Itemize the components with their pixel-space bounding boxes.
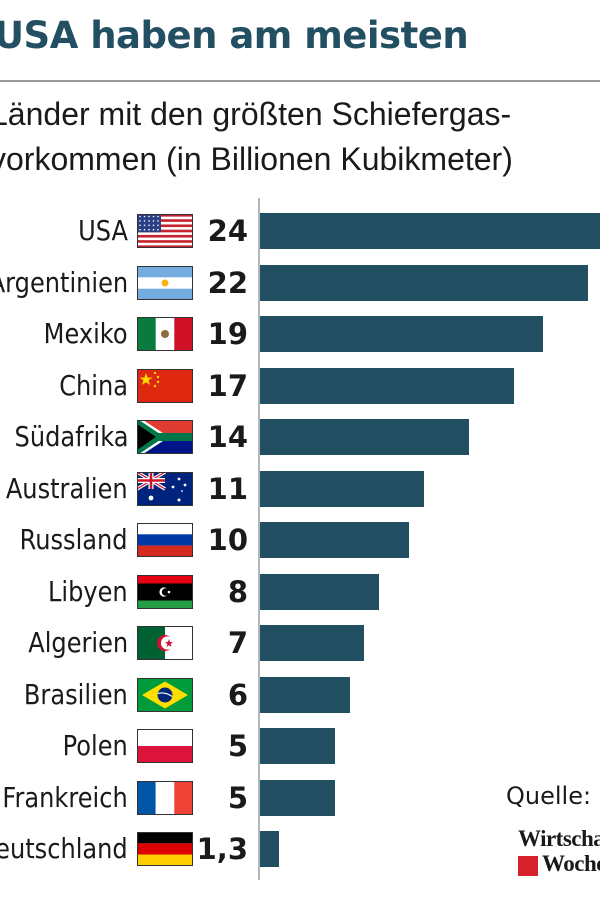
- country-label: Australien: [6, 471, 128, 505]
- country-label: Polen: [62, 729, 128, 762]
- source-note: Quelle: B: [506, 782, 600, 810]
- bar: [260, 728, 335, 764]
- data-label: 5: [227, 780, 248, 815]
- country-label: Frankreich: [2, 780, 128, 814]
- data-label: 10: [207, 523, 248, 557]
- bar: [260, 522, 409, 558]
- algeria-flag-icon: [137, 626, 193, 660]
- logo-red-square-icon: [518, 856, 538, 876]
- country-label: Mexiko: [44, 317, 128, 350]
- russia-flag-icon: [137, 523, 193, 557]
- data-label: 17: [207, 368, 248, 403]
- data-label: 8: [227, 574, 248, 609]
- country-label: USA: [78, 214, 128, 247]
- poland-flag-icon: [137, 729, 193, 763]
- chart-subtitle: Länder mit den größten Schiefergas- vork…: [0, 92, 513, 182]
- germany-flag-icon: [137, 832, 193, 866]
- data-label: 7: [227, 626, 248, 660]
- data-label: 19: [207, 317, 248, 351]
- data-label: 22: [207, 265, 248, 300]
- bar: [260, 264, 588, 301]
- data-label: 5: [227, 729, 248, 763]
- country-label: Deutschland: [0, 832, 128, 865]
- bar: [260, 625, 364, 661]
- country-label: Russland: [20, 523, 128, 556]
- brazil-flag-icon: [137, 677, 193, 712]
- subtitle-line-2: vorkommen (in Billionen Kubikmeter): [0, 141, 513, 177]
- france-flag-icon: [137, 780, 193, 815]
- country-label: Argentinien: [0, 265, 128, 299]
- country-label: Algerien: [28, 626, 128, 659]
- country-label: Brasilien: [24, 677, 128, 711]
- data-label: 1,3: [196, 832, 248, 866]
- logo-line-1: Wirtscha: [518, 826, 600, 851]
- data-label: 14: [207, 420, 248, 454]
- bar: [260, 367, 514, 404]
- argentina-flag-icon: [137, 265, 193, 300]
- subtitle-line-1: Länder mit den größten Schiefergas-: [0, 96, 512, 132]
- china-flag-icon: [137, 368, 193, 403]
- australia-flag-icon: [137, 471, 193, 506]
- publisher-logo: Wirtscha Woche: [518, 826, 600, 886]
- chart-title: USA haben am meisten: [0, 14, 469, 57]
- bar: [260, 573, 379, 610]
- bar: [260, 316, 543, 352]
- bar: [260, 419, 469, 455]
- data-label: 6: [227, 677, 248, 712]
- data-label: 11: [207, 471, 248, 506]
- data-label: 24: [207, 214, 248, 248]
- bar: [260, 213, 600, 249]
- us-flag-icon: [137, 214, 193, 248]
- country-label: Südafrika: [14, 420, 128, 453]
- south-africa-flag-icon: [137, 420, 193, 454]
- value-axis-line: [258, 198, 260, 880]
- bar: [260, 831, 279, 867]
- logo-line-2: Woche: [542, 851, 600, 876]
- bar: [260, 779, 335, 816]
- bar: [260, 676, 350, 713]
- country-label: Libyen: [48, 574, 128, 608]
- title-divider: [0, 80, 600, 82]
- country-label: China: [59, 368, 128, 402]
- libya-flag-icon: [137, 574, 193, 609]
- mexico-flag-icon: [137, 317, 193, 351]
- bar: [260, 470, 424, 507]
